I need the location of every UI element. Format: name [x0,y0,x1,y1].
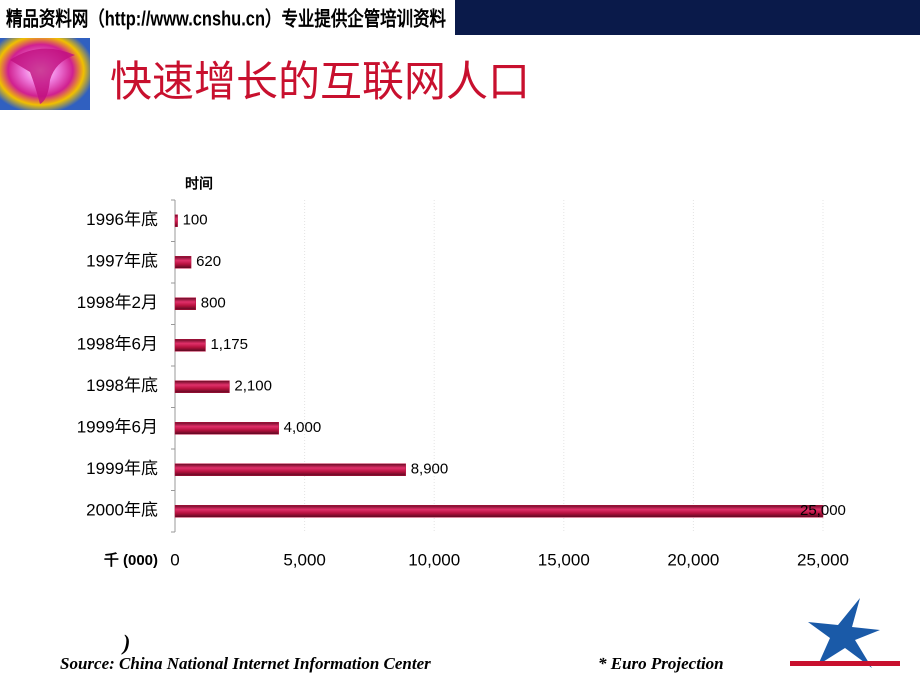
value-label: 8,900 [411,461,449,478]
y-tick-label: 1998年6月 [77,335,158,354]
bar [174,297,196,310]
x-tick-label: 0 [170,550,179,569]
y-tick-label: 1998年2月 [77,293,158,312]
value-label: 25,000 [800,502,846,519]
banner-bar [455,0,920,35]
value-label: 4,000 [284,419,322,436]
bar [174,422,279,435]
stray-mark: ) [121,630,130,655]
x-tick-label: 20,000 [667,550,719,569]
x-tick-label: 5,000 [283,550,326,569]
value-label: 620 [196,253,221,270]
note: * Euro Projection [598,654,724,673]
bar [174,339,206,352]
value-label: 100 [183,212,208,229]
y-tick-label: 1999年6月 [77,418,158,437]
plot: 0 5,000 10,000 15,000 20,000 25,000 1996年底 100 1… [77,199,849,569]
value-label: 2,100 [234,378,272,395]
y-axis-label: 时间 [185,176,213,192]
y-tick-label: 1998年底 [86,376,158,395]
value-label: 800 [201,295,226,312]
bar [174,380,230,393]
slide-title: 快速增长的互联网人口 [110,58,530,105]
value-label: 1,175 [210,336,248,353]
bar [174,505,824,518]
bar [174,463,406,476]
x-tick-label: 10,000 [408,550,460,569]
x-tick-label: 25,000 [797,550,849,569]
star-logo [790,598,900,668]
banner-text: 精品资料网（http://www.cnshu.cn）专业提供企管培训资料 [6,6,446,30]
logo [0,38,90,110]
source: Source: China National Internet Informat… [60,654,431,673]
x-tick-label: 15,000 [538,550,590,569]
x-axis-label: 千 (000) [104,552,158,569]
bar [174,214,178,227]
y-tick-label: 1997年底 [86,252,158,271]
y-tick-label: 1996年底 [86,210,158,229]
y-tick-label: 2000年底 [86,501,158,520]
bar [174,256,192,269]
y-tick-label: 1999年底 [86,459,158,478]
